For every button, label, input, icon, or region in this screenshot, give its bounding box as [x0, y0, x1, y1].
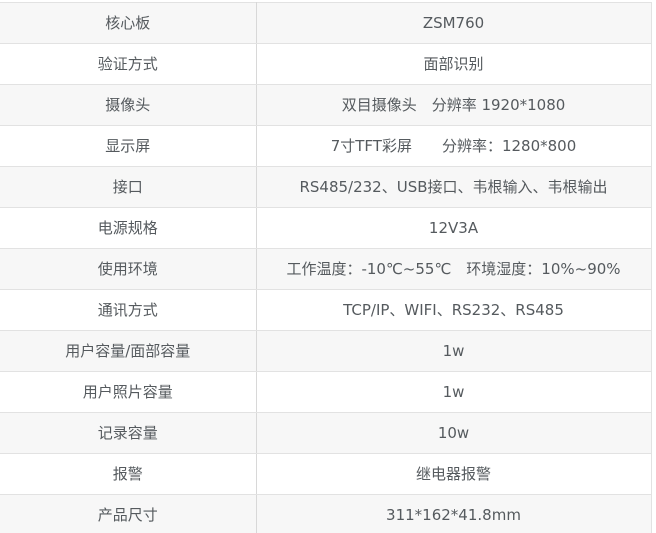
spec-value-cell: 12V3A [256, 207, 651, 249]
spec-value-cell: ZSM760 [256, 2, 651, 44]
spec-label-text: 产品尺寸 [97, 506, 158, 524]
table-row: 报警 继电器报警 [0, 453, 651, 495]
spec-value-text: 7寸TFT彩屏 分辨率：1280*800 [330, 137, 577, 155]
spec-value-cell: 面部识别 [256, 43, 651, 85]
spec-label-cell: 记录容量 [0, 412, 257, 454]
spec-label-cell: 显示屏 [0, 125, 257, 167]
spec-value-cell: 1w [256, 371, 651, 413]
table-row: 摄像头 双目摄像头 分辨率 1920*1080 [0, 84, 651, 126]
spec-label-text: 电源规格 [97, 219, 158, 237]
table-row: 产品尺寸 311*162*41.8mm [0, 494, 651, 533]
spec-label-text: 用户容量/面部容量 [65, 342, 191, 360]
spec-label-cell: 通讯方式 [0, 289, 257, 331]
table-row: 通讯方式 TCP/IP、WIFI、RS232、RS485 [0, 289, 651, 331]
table-row: 用户容量/面部容量 1w [0, 330, 651, 372]
spec-value-cell: 工作温度：-10℃~55℃ 环境湿度：10%~90% [256, 248, 651, 290]
spec-label-text: 摄像头 [105, 96, 151, 114]
spec-label-text: 通讯方式 [97, 301, 158, 319]
spec-label-text: 核心板 [105, 14, 151, 32]
spec-label-cell: 电源规格 [0, 207, 257, 249]
spec-value-text: 1w [442, 383, 465, 401]
table-row: 显示屏 7寸TFT彩屏 分辨率：1280*800 [0, 125, 651, 167]
spec-value-text: ZSM760 [422, 14, 485, 32]
spec-value-text: 面部识别 [423, 55, 484, 73]
table-row: 记录容量 10w [0, 412, 651, 454]
spec-label-cell: 使用环境 [0, 248, 257, 290]
spec-value-text: RS485/232、USB接口、韦根输入、韦根输出 [299, 178, 608, 196]
table-row: 核心板 ZSM760 [0, 2, 651, 44]
spec-value-text: 12V3A [428, 219, 479, 237]
spec-value-cell: 10w [256, 412, 651, 454]
spec-value-text: 10w [437, 424, 470, 442]
spec-label-cell: 验证方式 [0, 43, 257, 85]
table-row: 接口 RS485/232、USB接口、韦根输入、韦根输出 [0, 166, 651, 208]
spec-value-cell: 继电器报警 [256, 453, 651, 495]
table-row: 电源规格 12V3A [0, 207, 651, 249]
spec-value-cell: 1w [256, 330, 651, 372]
spec-label-cell: 用户照片容量 [0, 371, 257, 413]
spec-label-text: 报警 [112, 465, 143, 483]
spec-label-text: 接口 [112, 178, 143, 196]
spec-value-text: 工作温度：-10℃~55℃ 环境湿度：10%~90% [286, 260, 621, 278]
spec-label-cell: 摄像头 [0, 84, 257, 126]
spec-value-text: 继电器报警 [415, 465, 491, 483]
spec-value-cell: 双目摄像头 分辨率 1920*1080 [256, 84, 651, 126]
spec-value-cell: TCP/IP、WIFI、RS232、RS485 [256, 289, 651, 331]
spec-label-cell: 报警 [0, 453, 257, 495]
spec-label-text: 使用环境 [97, 260, 158, 278]
spec-label-text: 显示屏 [105, 137, 151, 155]
spec-value-text: 311*162*41.8mm [386, 506, 521, 524]
spec-label-text: 用户照片容量 [82, 383, 173, 401]
table-row: 使用环境 工作温度：-10℃~55℃ 环境湿度：10%~90% [0, 248, 651, 290]
spec-value-text: 双目摄像头 分辨率 1920*1080 [341, 96, 566, 114]
spec-label-cell: 用户容量/面部容量 [0, 330, 257, 372]
spec-value-cell: 311*162*41.8mm [256, 494, 651, 533]
table-row: 验证方式 面部识别 [0, 43, 651, 85]
spec-value-text: 1w [442, 342, 465, 360]
spec-label-text: 验证方式 [97, 55, 158, 73]
spec-label-cell: 产品尺寸 [0, 494, 257, 533]
spec-label-cell: 接口 [0, 166, 257, 208]
spec-label-text: 记录容量 [97, 424, 158, 442]
spec-value-cell: 7寸TFT彩屏 分辨率：1280*800 [256, 125, 651, 167]
spec-value-text: TCP/IP、WIFI、RS232、RS485 [343, 301, 564, 319]
spec-label-cell: 核心板 [0, 2, 257, 44]
spec-value-cell: RS485/232、USB接口、韦根输入、韦根输出 [256, 166, 651, 208]
table-row: 用户照片容量 1w [0, 371, 651, 413]
